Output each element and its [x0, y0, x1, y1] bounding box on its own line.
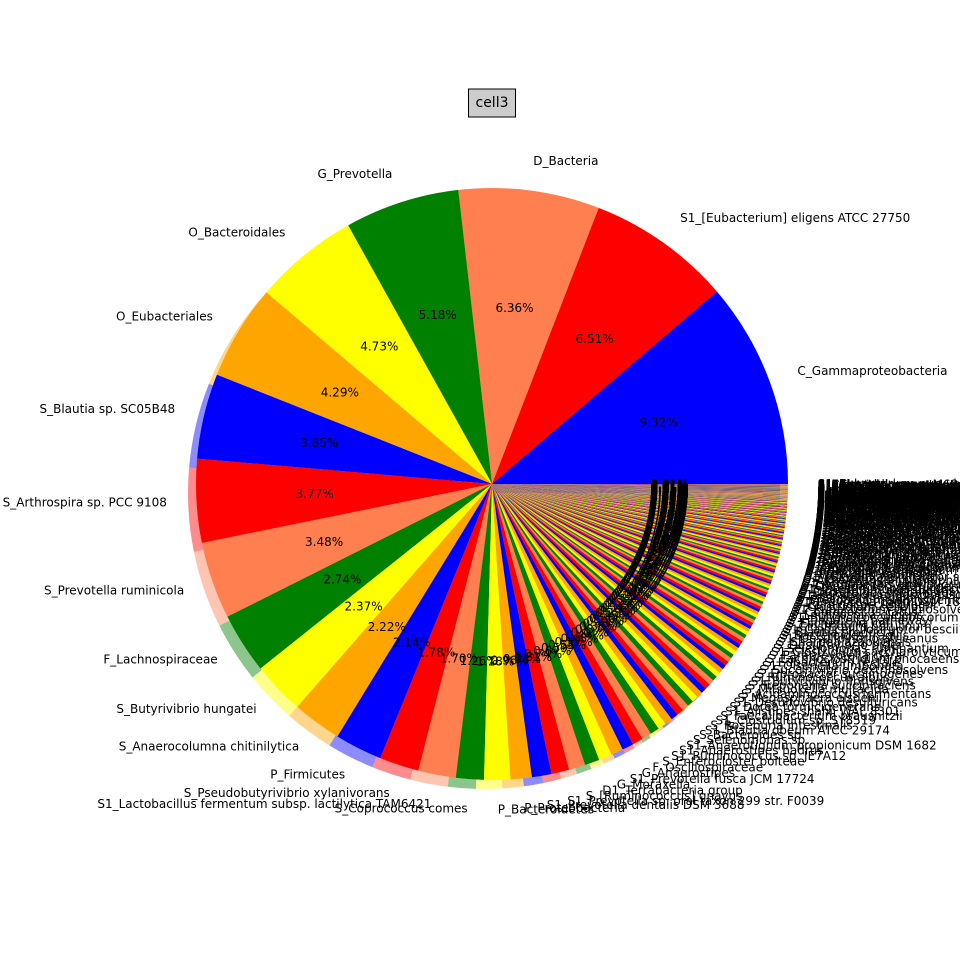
pct-label-s-arthrospira-sp-pcc-9108: 3.77%	[296, 487, 334, 501]
title-group: cell3	[469, 89, 516, 117]
chart-title: cell3	[476, 95, 509, 111]
pct-label-s-butyrivibrio-hungatei: 2.37%	[345, 600, 383, 614]
pct-label-c-gammaproteobacteria: 9.32%	[640, 416, 678, 430]
slice-label-p-firmicutes: P_Firmicutes	[270, 768, 345, 782]
pct-label-o-eubacteriales: 4.29%	[321, 386, 359, 400]
slice-label-o-eubacteriales: O_Eubacteriales	[116, 309, 213, 323]
wedges-group	[196, 188, 788, 780]
pct-label-g-prevotella: 5.18%	[419, 308, 457, 322]
slice-label-s-anaerocolumna-chitinilytica: S_Anaerocolumna chitinilytica	[119, 739, 299, 753]
pct-label-s1-eubacterium-pyruvivorans-cc: 0.01%	[651, 477, 689, 491]
pct-label-s1-eubacterium-eligens-atcc-27750: 6.51%	[576, 332, 614, 346]
slice-label-s1-eubacterium-pyruvivorans-cc: S1_Eubacterium pyruvivorans CC	[818, 477, 960, 491]
pct-label-s-prevotella-ruminicola: 3.48%	[305, 535, 343, 549]
pct-label-d-bacteria: 6.36%	[495, 301, 533, 315]
slice-label-c-gammaproteobacteria: C_Gammaproteobacteria	[797, 364, 947, 378]
slice-label-d-bacteria: D_Bacteria	[533, 154, 598, 168]
slice-label-s1-eubacterium-eligens-atcc-27750: S1_[Eubacterium] eligens ATCC 27750	[680, 211, 910, 225]
pct-label-s-anaerocolumna-chitinilytica: 2.22%	[368, 620, 406, 634]
pct-label-f-lachnospiraceae: 2.74%	[323, 573, 361, 587]
pct-label-o-bacteroidales: 4.73%	[360, 340, 398, 354]
slice-label-s-blautia-sp-sc05b48: S_Blautia sp. SC05B48	[39, 402, 175, 416]
slice-label-g-prevotella: G_Prevotella	[317, 167, 392, 181]
slice-label-s-coprococcus-comes: S_Coprococcus comes	[335, 802, 468, 816]
slice-label-s-butyrivibrio-hungatei: S_Butyrivibrio hungatei	[116, 702, 256, 716]
pct-label-s-blautia-sp-sc05b48: 3.85%	[300, 436, 338, 450]
slice-label-o-bacteroidales: O_Bacteroidales	[188, 225, 285, 239]
slice-label-f-lachnospiraceae: F_Lachnospiraceae	[103, 652, 217, 666]
slice-label-s-arthrospira-sp-pcc-9108: S_Arthrospira sp. PCC 9108	[3, 496, 167, 510]
slice-label-s-prevotella-ruminicola: S_Prevotella ruminicola	[44, 583, 184, 597]
